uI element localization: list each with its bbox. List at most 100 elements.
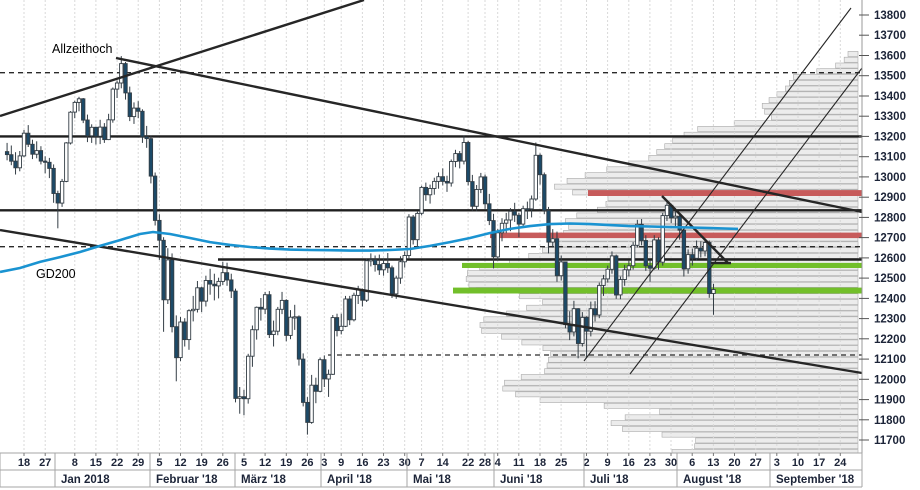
month-label: Jan 2018: [61, 474, 110, 486]
candle-up: [246, 355, 251, 400]
candle-up: [364, 260, 369, 301]
candle-down: [47, 161, 52, 169]
candle-down: [233, 290, 238, 399]
candle-up: [292, 316, 297, 319]
volume-profile-bar: [554, 183, 859, 190]
candle-up: [635, 223, 640, 246]
candle-down: [85, 119, 90, 137]
candle-up: [351, 294, 357, 321]
candle-down: [656, 239, 661, 263]
month-label: Juni '18: [500, 474, 543, 486]
volume-profile-bar: [785, 85, 859, 92]
gd200-moving-average-line: [0, 222, 739, 274]
candle-down: [322, 359, 327, 380]
trend-lines[interactable]: [0, 0, 863, 375]
date-tick-label: 30: [665, 457, 677, 469]
candle-down: [301, 358, 306, 403]
candle-up: [68, 111, 73, 144]
channel-thin-right[interactable]: [629, 67, 863, 375]
date-tick-label: 23: [377, 457, 389, 469]
candle-down: [554, 238, 560, 277]
candles: [4, 56, 716, 435]
price-axis[interactable]: 13800 13700 13600 13500 13400 13300 13200 13100…: [859, 0, 906, 453]
volume-profile-bar: [542, 299, 859, 305]
rising-line-jan[interactable]: [0, 0, 365, 118]
candle-up: [694, 247, 699, 259]
candle-up: [114, 82, 120, 90]
candle-up: [64, 142, 69, 182]
date-tick-label: 27: [750, 457, 762, 469]
price-axis-label: 12900: [874, 192, 906, 204]
candle-down: [267, 294, 272, 336]
candle-up: [330, 317, 335, 375]
candle-up: [402, 255, 407, 263]
candle-up: [529, 198, 534, 210]
volume-profile-bar: [733, 120, 859, 127]
candle-down: [440, 176, 445, 182]
date-tick-label: 25: [555, 457, 567, 469]
volume-profile-bar: [506, 310, 859, 317]
triangle-breakdown[interactable]: [661, 195, 729, 264]
date-tick-label: 20: [728, 457, 740, 469]
date-axis[interactable]: 18 27 8 15 22 29 5 12 19 26 5 12 19 26 3 9 16 23 30 7 14 22 28…: [0, 452, 863, 488]
volume-profile-bar: [548, 356, 859, 363]
price-axis-label: 13700: [874, 30, 906, 42]
candle-up: [279, 299, 285, 310]
volume-profile-bar: [622, 426, 859, 432]
candle-up: [559, 261, 564, 277]
candle-down: [444, 180, 450, 184]
date-tick-label: 16: [623, 457, 635, 469]
candle-down: [698, 247, 703, 252]
candle-up: [203, 280, 209, 302]
price-axis-label: 12800: [874, 212, 906, 224]
date-tick-label: 12: [174, 457, 186, 469]
candle-down: [525, 208, 530, 211]
date-tick-label: 27: [39, 457, 51, 469]
volume-profile-bar: [502, 385, 859, 392]
candle-down: [123, 63, 128, 94]
candle-down: [102, 126, 107, 141]
candle-up: [262, 294, 268, 310]
candle-up: [237, 396, 242, 399]
volume-profile-bar: [776, 91, 859, 98]
candle-down: [647, 265, 653, 269]
candle-up: [571, 308, 577, 333]
volume-profile-bar: [771, 114, 859, 121]
candle-down: [377, 264, 382, 271]
candle-down: [690, 254, 695, 259]
candle-up: [609, 255, 615, 270]
green-zone-band: [462, 262, 862, 268]
candle-down: [372, 259, 378, 266]
candle-down: [347, 298, 352, 321]
gd200-line[interactable]: [0, 222, 739, 274]
date-tick-label: 22: [462, 457, 474, 469]
candle-down: [457, 153, 462, 162]
candle-down: [470, 181, 475, 207]
price-axis-label: 12700: [874, 233, 906, 245]
resistance-from-ath[interactable]: [115, 56, 863, 214]
volume-profile-bar: [847, 51, 859, 57]
date-tick-label: 3: [321, 457, 327, 469]
date-tick-label: 6: [689, 457, 695, 469]
lower-falling-line[interactable]: [0, 228, 863, 375]
channel-thin-left[interactable]: [583, 7, 852, 362]
candle-up: [660, 215, 665, 263]
date-tick-label: 10: [792, 457, 804, 469]
candle-up: [520, 208, 526, 225]
candle-down: [169, 259, 175, 328]
candle-up: [89, 126, 94, 137]
candle-up: [432, 180, 437, 189]
candle-up: [478, 176, 483, 190]
candle-up: [436, 176, 441, 182]
date-tick-label: 26: [217, 457, 229, 469]
candle-up: [495, 232, 500, 258]
date-tick-label: 18: [534, 457, 546, 469]
candle-up: [275, 308, 280, 332]
date-tick-label: 15: [90, 457, 102, 469]
candle-up: [339, 325, 344, 332]
candle-down: [512, 210, 517, 216]
candle-up: [178, 321, 183, 359]
candle-down: [127, 92, 132, 118]
date-tick-label: 9: [338, 457, 344, 469]
